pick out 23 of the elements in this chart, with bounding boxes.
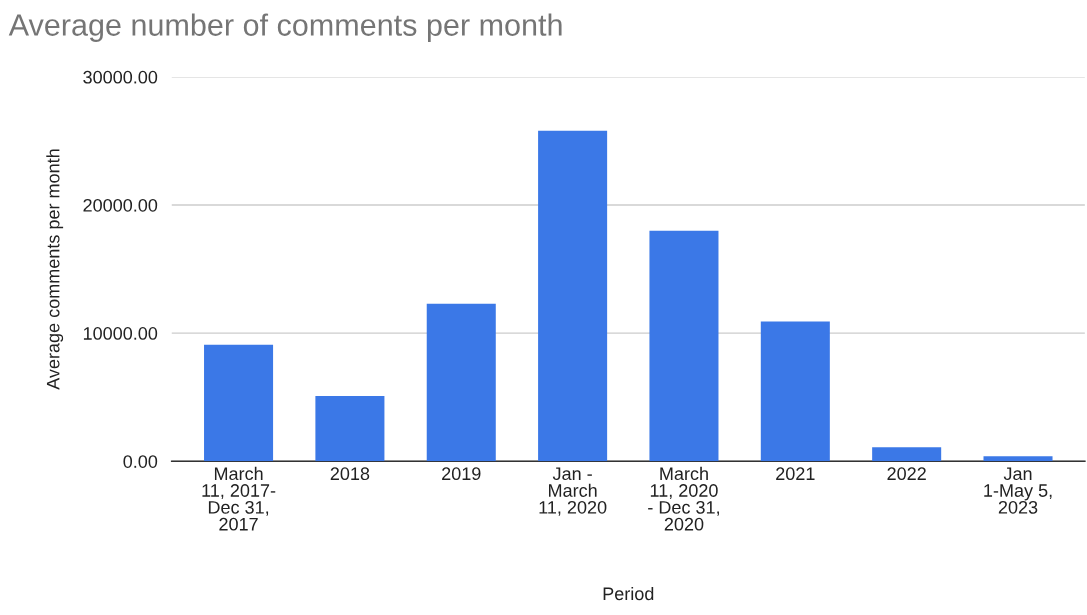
x-tick-label: 2022 bbox=[887, 467, 926, 481]
y-tick-label: 30000.00 bbox=[83, 70, 158, 84]
x-tick-label: 2019 bbox=[442, 467, 481, 481]
bar bbox=[315, 395, 385, 462]
bar bbox=[760, 321, 830, 462]
bar bbox=[872, 447, 942, 462]
x-tick-label: Jan 1-May 5, 2023 bbox=[984, 467, 1052, 514]
y-tick-label: 20000.00 bbox=[83, 198, 158, 212]
chart-title: Average number of comments per month bbox=[8, 13, 562, 42]
x-tick-label: March 11, 2020 - Dec 31, 2020 bbox=[648, 466, 719, 531]
bar bbox=[649, 230, 719, 462]
x-tick-label: March 11, 2017- Dec 31, 2017 bbox=[202, 466, 276, 531]
bar bbox=[983, 456, 1053, 462]
x-tick-label: Jan - March 11, 2020 bbox=[539, 467, 607, 516]
y-tick-label: 10000.00 bbox=[83, 327, 158, 340]
x-tick-label: 2021 bbox=[776, 467, 815, 481]
x-tick-label: 2018 bbox=[330, 467, 370, 481]
y-axis-title: Average comments per month bbox=[46, 149, 64, 390]
y-tick-label: 0.00 bbox=[123, 455, 158, 468]
bar bbox=[204, 344, 274, 462]
bar bbox=[426, 303, 496, 462]
x-axis-title: Period bbox=[603, 586, 654, 601]
bar bbox=[538, 130, 608, 462]
